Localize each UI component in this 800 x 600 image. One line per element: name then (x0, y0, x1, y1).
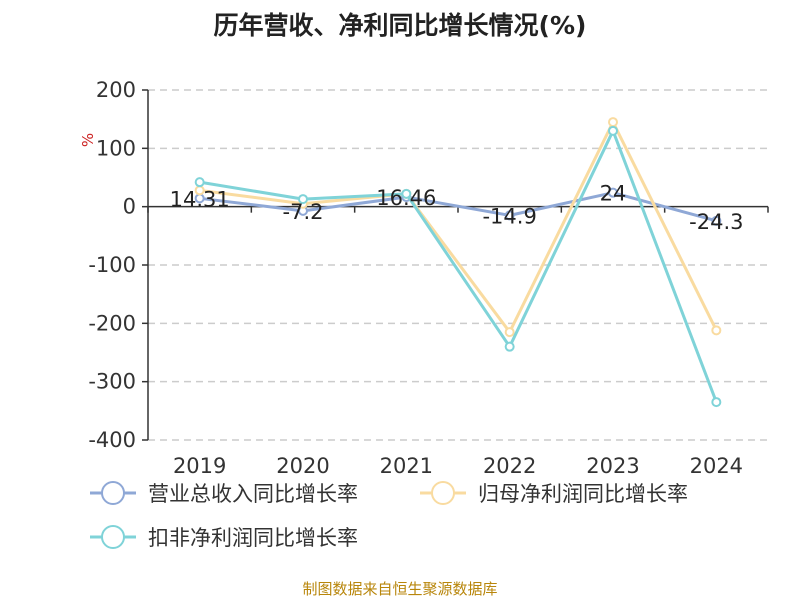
data-label: -14.9 (482, 204, 536, 228)
legend-label: 归母净利润同比增长率 (478, 482, 688, 506)
data-labels: 14.31 -7.2 16.46 -14.9 24 -24.3 (170, 182, 744, 234)
y-tick-label: -300 (88, 370, 136, 394)
x-tick-label: 2023 (586, 454, 639, 478)
data-point (504, 341, 515, 352)
x-tick-label: 2019 (173, 454, 226, 478)
y-tick-label: -200 (88, 311, 136, 335)
y-tick-label: -100 (88, 253, 136, 277)
data-point (711, 325, 722, 336)
data-point (608, 117, 618, 128)
data-point (504, 210, 515, 221)
y-axis-label: % (79, 133, 97, 147)
legend-marker (431, 481, 455, 505)
data-label: 14.31 (170, 187, 230, 211)
series-3 (194, 125, 722, 408)
x-tick-label: 2020 (276, 454, 329, 478)
legend-item: 扣非净利润同比增长率 (90, 525, 358, 550)
axes: 200 100 0 -100 -200 -300 -400% 2019 2020 2021 2022… (79, 78, 769, 478)
legend-marker (101, 481, 125, 505)
data-point (298, 194, 308, 205)
data-label: 16.46 (376, 186, 436, 210)
data-point (711, 397, 722, 408)
data-point (401, 188, 412, 199)
data-point (711, 215, 722, 226)
data-label: -7.2 (283, 200, 324, 224)
chart-title: 历年营收、净利同比增长情况(%) (213, 11, 587, 40)
data-point (504, 327, 515, 338)
series-line (199, 191, 717, 223)
data-label: -24.3 (689, 210, 743, 234)
data-point (194, 177, 205, 188)
series-line (199, 129, 718, 403)
y-tick-label: 200 (96, 78, 136, 102)
x-tick-label: 2021 (380, 454, 433, 478)
data-label: 24 (600, 182, 627, 206)
legend-label: 扣非净利润同比增长率 (148, 526, 358, 550)
legend-item: 归母净利润同比增长率 (420, 481, 688, 506)
source-footer: 制图数据来自恒生聚源数据库 (302, 580, 498, 598)
series-line (199, 120, 718, 334)
legend-item: 营业总收入同比增长率 (90, 481, 358, 506)
series-layer (194, 117, 722, 408)
y-tick-label: 100 (96, 136, 136, 160)
data-point (608, 125, 618, 136)
series-2 (194, 117, 722, 338)
data-point (608, 187, 618, 198)
legend-marker (101, 525, 125, 549)
legend-label: 营业总收入同比增长率 (148, 482, 358, 506)
x-tick-label: 2024 (690, 454, 743, 478)
y-tick-label: 0 (123, 195, 136, 219)
x-tick-label: 2022 (483, 454, 536, 478)
y-tick-label: -400 (88, 428, 136, 452)
